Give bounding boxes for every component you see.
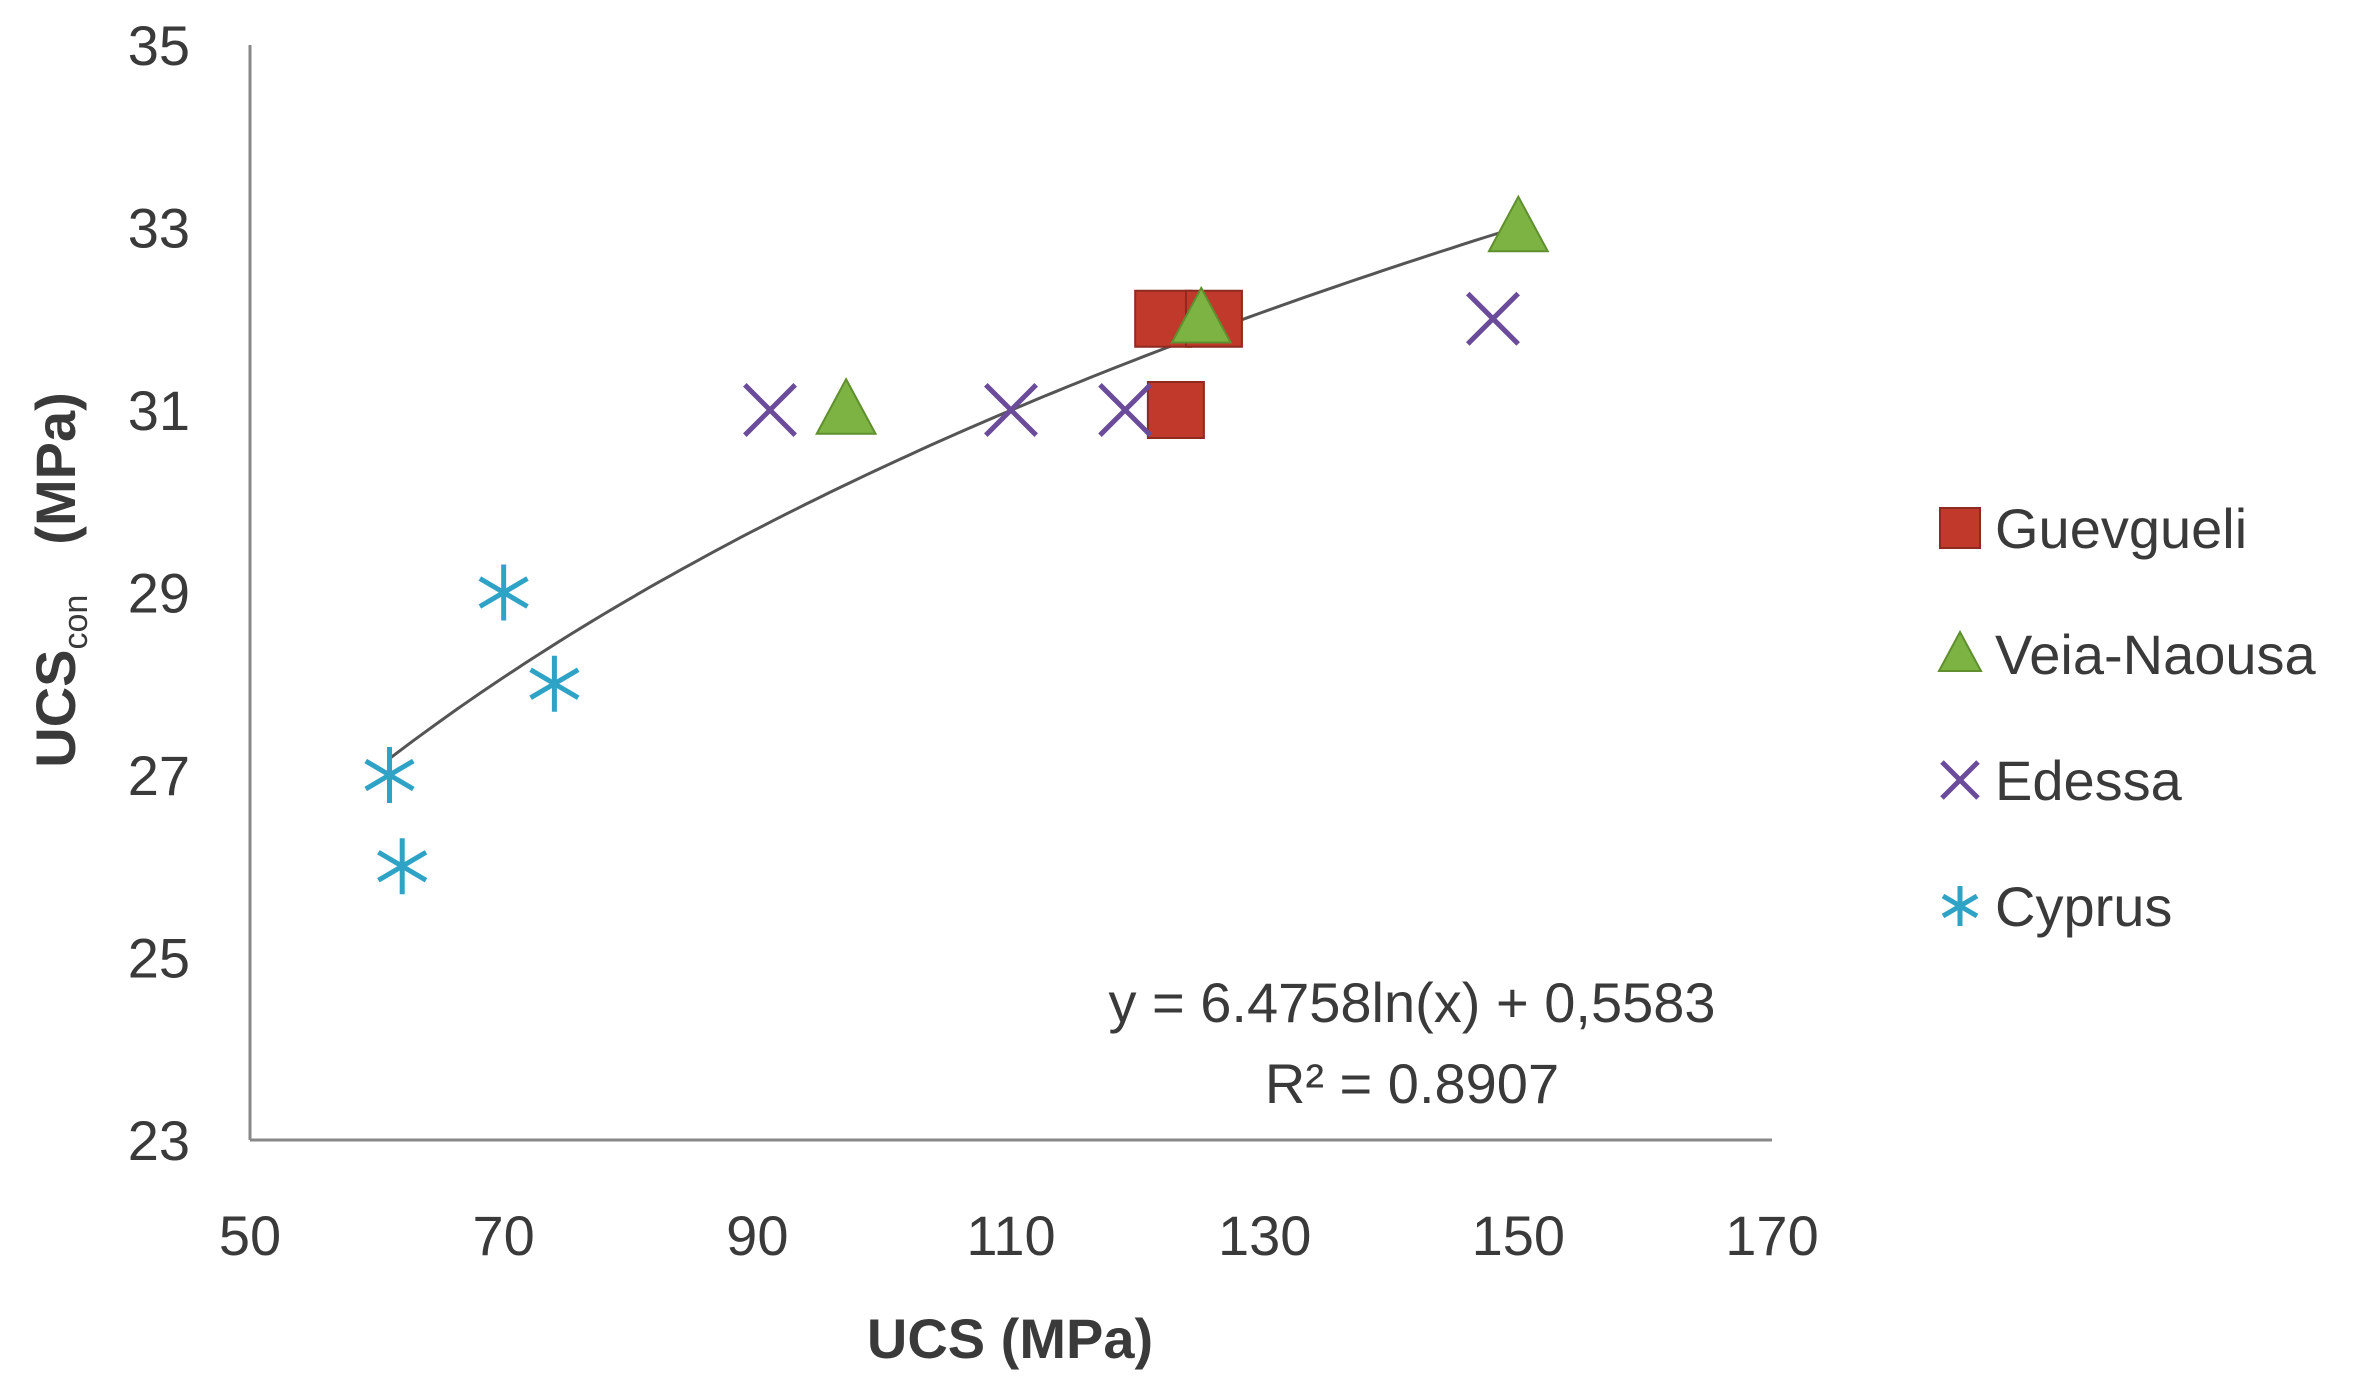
x-tick-label-1: 70 — [473, 1204, 535, 1267]
y-axis-title-unit: (MPa) — [24, 392, 87, 544]
point-cyprus-1 — [377, 838, 428, 895]
legend-label-veia-naousa: Veia-Naousa — [1995, 623, 2317, 686]
point-veia-naousa-1 — [1170, 285, 1233, 344]
y-tick-label-0: 23 — [128, 1109, 190, 1172]
data-points — [364, 194, 1550, 895]
x-tick-label-2: 90 — [726, 1204, 788, 1267]
y-tick-label-3: 29 — [128, 562, 190, 625]
y-tick-label-5: 33 — [128, 197, 190, 260]
legend-marker-edessa — [1940, 760, 1980, 800]
axes — [248, 45, 1772, 1142]
point-veia-naousa-0 — [815, 377, 878, 435]
x-tick-label-3: 110 — [966, 1204, 1055, 1267]
svg-text:UCScon(MPa): UCScon (MPa) — [24, 392, 95, 768]
point-cyprus-2 — [478, 564, 529, 621]
y-tick-label-6: 35 — [128, 14, 190, 77]
x-tick-labels: 50 70 90 110 130 150 170 — [219, 1204, 1819, 1267]
y-axis-title-subscript: con — [57, 595, 95, 650]
trendline-equation: y = 6.4758ln(x) + 0,5583 — [1108, 971, 1715, 1034]
legend-marker-veia-naousa — [1937, 629, 1983, 672]
point-cyprus-0 — [364, 747, 415, 803]
x-axis-title: UCS (MPa) — [867, 1307, 1153, 1370]
point-edessa-2 — [1098, 383, 1153, 437]
point-veia-naousa-2 — [1487, 194, 1550, 253]
y-tick-label-1: 25 — [128, 927, 190, 990]
x-tick-label-4: 130 — [1218, 1204, 1311, 1267]
y-tick-label-2: 27 — [128, 744, 190, 807]
trendline-r2: R² = 0.8907 — [1265, 1052, 1559, 1115]
legend-marker-cyprus — [1941, 886, 1979, 926]
y-tick-label-4: 31 — [128, 379, 190, 442]
y-tick-labels: 23 25 27 29 31 33 35 — [128, 14, 190, 1172]
x-tick-label-6: 170 — [1725, 1204, 1818, 1267]
legend-marker-guevgueli — [1939, 507, 1981, 549]
legend-label-cyprus: Cyprus — [1995, 875, 2172, 938]
point-cyprus-3 — [529, 655, 580, 712]
x-tick-label-0: 50 — [219, 1204, 281, 1267]
point-edessa-3 — [1465, 291, 1520, 346]
point-edessa-0 — [743, 383, 797, 437]
point-edessa-1 — [984, 383, 1038, 437]
legend: Guevgueli Veia-Naousa Edessa Cyprus — [1937, 497, 2317, 938]
trendline — [388, 225, 1519, 760]
legend-label-guevgueli: Guevgueli — [1995, 497, 2247, 560]
x-tick-label-5: 150 — [1472, 1204, 1565, 1267]
legend-label-edessa: Edessa — [1995, 749, 2183, 812]
point-guevgueli-2 — [1146, 381, 1205, 439]
y-axis-title: UCScon (MPa) — [24, 392, 95, 768]
y-axis-title-main: UCS — [24, 650, 87, 768]
